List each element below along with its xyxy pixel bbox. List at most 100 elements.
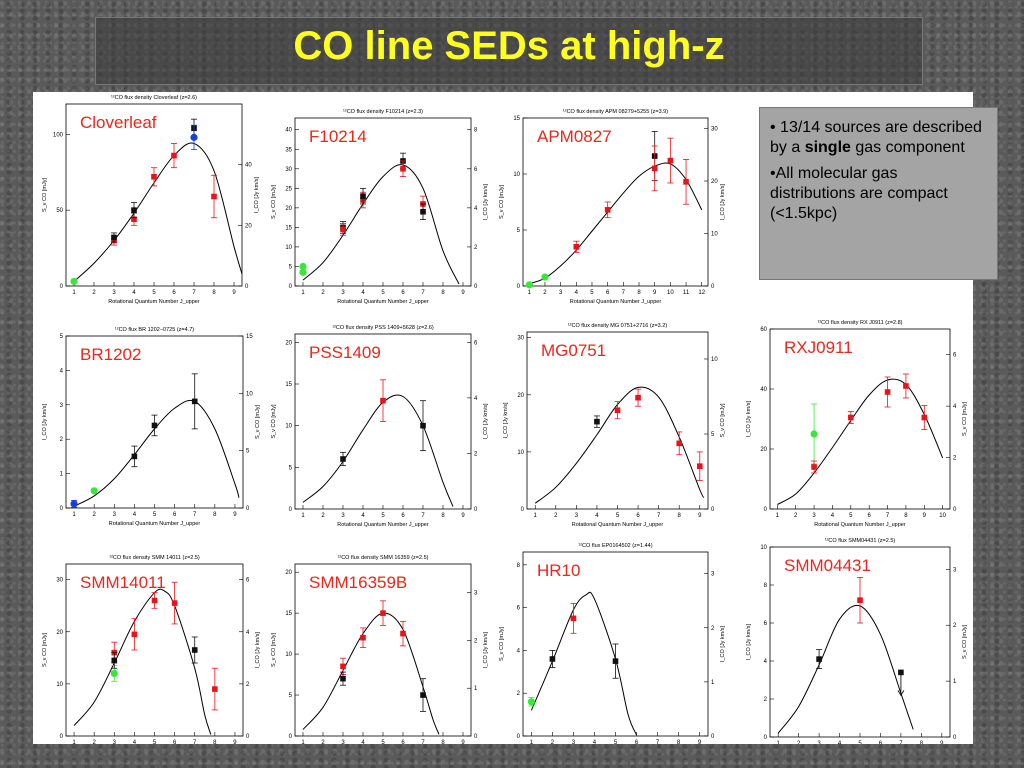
x-axis-label: Rotational Quantum Number J_upper [814,522,906,528]
model-curve [73,588,212,735]
y-right-tick-label: 0 [953,735,957,741]
data-point [111,657,118,664]
data-point [921,414,928,421]
data-point [380,610,386,616]
y-right-tick-label: 4 [953,404,957,410]
y-tick-label: 15 [285,611,292,617]
x-tick-label: 7 [421,513,425,519]
x-tick-label: 5 [153,512,157,518]
source-label: SMM14011 [80,573,166,592]
x-tick-label: 6 [173,512,177,518]
x-tick-label: 5 [858,741,862,744]
chart-hr10: ¹²CO flux EP0164502 (z=1.44)Rotational Q… [499,543,726,755]
data-point [110,669,118,678]
x-tick-label: 5 [616,513,620,519]
y-right-tick-label: 0 [953,507,957,513]
y-right-tick-label: 2 [474,638,478,644]
y-right-tick-label: 10 [246,391,253,397]
y-right-tick-label: 1 [953,679,957,685]
x-tick-label: 5 [381,740,385,744]
y-axis-right-label: S_ν CO [mJy] [962,625,968,659]
data-point [667,157,674,164]
y-axis-right-label: S_ν CO [mJy] [962,402,968,436]
y-tick-label: 10 [285,424,292,430]
data-point [594,418,600,425]
x-tick-label: 4 [133,740,137,744]
x-tick-label: 8 [678,513,682,519]
x-tick-label: 4 [361,513,365,519]
y-right-tick-label: 4 [246,630,250,636]
data-point [696,463,703,469]
x-tick-label: 3 [812,513,816,519]
data-point [111,234,117,241]
y-tick-label: 5 [289,264,293,270]
source-label: Cloverleaf [80,113,157,132]
y-tick-label: 20 [56,630,63,636]
data-point [676,440,683,447]
chart-title: ¹²CO flux density SMM 16359 (z=2.5) [338,555,429,561]
source-label: APM0827 [537,127,612,146]
y-axis-label: I_CO [Jy km/s] [746,624,752,661]
y-right-tick-label: 0 [711,507,715,513]
x-tick-label: 4 [575,290,579,296]
x-tick-label: 11 [683,290,690,296]
y-axis-label: S_ν CO [mJy] [499,185,505,219]
x-tick-label: 6 [879,741,883,744]
y-tick-label: 3 [60,403,64,409]
y-axis-right-label: I_CO [Jy km/s] [483,632,489,669]
x-tick-label: 2 [554,513,558,519]
data-point [848,414,854,421]
y-axis-label: S_ν CO [mJy] [499,627,505,661]
data-point [191,647,198,653]
y-tick-label: 10 [285,652,292,658]
y-right-tick-label: 30 [711,127,718,133]
y-axis-right-label: I_CO [Jy km/s] [720,184,726,221]
y-right-tick-label: 2 [953,456,957,462]
x-tick-label: 7 [421,740,425,744]
x-tick-label: 3 [575,513,579,519]
x-tick-label: 10 [939,513,946,519]
model-curve [534,386,705,504]
x-tick-label: 2 [794,513,798,519]
data-point [541,273,549,281]
y-right-tick-label: 6 [474,340,478,346]
data-point [151,174,157,180]
source-label: MG0751 [541,341,606,360]
y-tick-label: 30 [517,336,524,342]
y-tick-label: 4 [60,368,64,374]
x-tick-label: 5 [381,290,385,296]
source-label: F10214 [309,127,367,146]
data-point [400,630,406,637]
x-tick-label: 7 [193,740,197,744]
bullet-1-marker: • [770,119,776,136]
x-tick-label: 7 [656,740,660,744]
plot-frame [522,117,709,287]
model-curve [73,399,240,507]
y-right-tick-label: 2 [474,245,478,251]
data-point [651,165,658,172]
data-point [903,383,909,389]
data-point [573,244,580,250]
chart-title: ¹²CO flux BR 1202−0725 (z=4.7) [115,327,194,333]
x-tick-label: 2 [543,290,547,296]
data-point [549,656,556,662]
x-tick-label: 4 [132,290,136,296]
y-tick-label: 4 [517,648,521,654]
chart-title: ¹²CO flux density MG 0751+2716 (z=3.2) [568,323,668,329]
source-label: HR10 [537,561,580,580]
bullet-1-text-a: 13/14 sources are described by a [770,119,982,156]
y-tick-label: 6 [517,606,521,612]
y-tick-label: 5 [517,228,521,234]
chart-title: ¹²CO flux density SMM 14011 (z=2.5) [109,555,200,561]
summary-box: • 13/14 sources are described by a singl… [759,107,998,280]
x-tick-label: 1 [72,512,76,518]
y-right-tick-label: 2 [474,451,478,457]
y-right-tick-label: 10 [711,357,718,363]
data-point [360,634,366,641]
data-point [614,407,621,414]
x-axis-label: Rotational Quantum Number J_upper [108,299,200,305]
y-tick-label: 0 [521,507,525,513]
y-tick-label: 0 [764,507,768,513]
bullet-2-marker: • [770,165,776,182]
data-point [190,133,198,141]
